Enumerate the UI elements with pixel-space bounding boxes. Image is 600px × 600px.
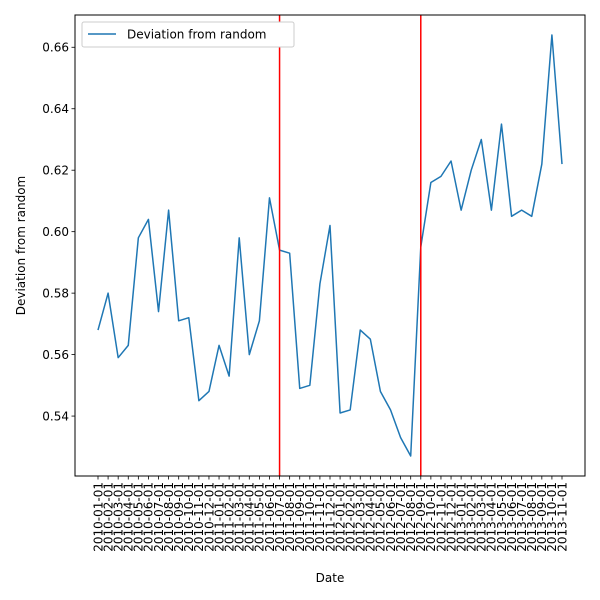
series-line-0 bbox=[97, 34, 563, 457]
x-tick-label: 2011-05-01 bbox=[253, 482, 267, 552]
x-tick-label: 2010-05-01 bbox=[132, 482, 146, 552]
x-tick-label: 2012-10-01 bbox=[424, 482, 438, 552]
x-tick-label: 2013-08-01 bbox=[525, 482, 539, 552]
x-tick-label: 2012-01-01 bbox=[333, 482, 347, 552]
x-tick-label: 2012-08-01 bbox=[404, 482, 418, 552]
x-tick-label: 2011-01-01 bbox=[212, 482, 226, 552]
legend-box bbox=[81, 21, 295, 48]
x-tick-label: 2010-06-01 bbox=[142, 482, 156, 552]
x-tick-label: 2013-05-01 bbox=[495, 482, 509, 552]
x-tick-label: 2011-09-01 bbox=[293, 482, 307, 552]
x-tick-label: 2011-07-01 bbox=[273, 482, 287, 552]
x-tick-label: 2012-09-01 bbox=[414, 482, 428, 552]
x-tick-label: 2013-01-01 bbox=[454, 482, 468, 552]
x-tick-label: 2012-03-01 bbox=[354, 482, 368, 552]
x-tick-label: 2011-03-01 bbox=[233, 482, 247, 552]
x-tick-label: 2010-01-01 bbox=[91, 482, 105, 552]
x-tick-label: 2013-06-01 bbox=[505, 482, 519, 552]
x-tick-label: 2010-08-01 bbox=[162, 482, 176, 552]
x-tick-label: 2013-04-01 bbox=[485, 482, 499, 552]
x-tick-label: 2011-02-01 bbox=[222, 482, 236, 552]
x-tick-label: 2012-06-01 bbox=[384, 482, 398, 552]
x-tick-label: 2012-12-01 bbox=[444, 482, 458, 552]
x-tick-label: 2013-02-01 bbox=[465, 482, 479, 552]
y-tick-label: 0.64 bbox=[42, 102, 69, 116]
x-tick-label: 2010-02-01 bbox=[101, 482, 115, 552]
y-tick-label: 0.66 bbox=[42, 41, 69, 55]
x-tick-label: 2011-08-01 bbox=[283, 482, 297, 552]
x-tick-label: 2013-09-01 bbox=[535, 482, 549, 552]
x-tick-label: 2010-10-01 bbox=[182, 482, 196, 552]
x-tick-label: 2011-06-01 bbox=[263, 482, 277, 552]
x-tick-label: 2013-11-01 bbox=[555, 482, 569, 552]
x-tick-label: 2013-03-01 bbox=[475, 482, 489, 552]
x-tick-label: 2011-12-01 bbox=[323, 482, 337, 552]
y-axis-title: Deviation from random bbox=[14, 176, 28, 316]
x-tick-label: 2012-02-01 bbox=[343, 482, 357, 552]
x-tick-label: 2013-07-01 bbox=[515, 482, 529, 552]
x-tick-label: 2010-04-01 bbox=[122, 482, 136, 552]
y-tick-label: 0.58 bbox=[42, 286, 69, 300]
legend-label: Deviation from random bbox=[127, 28, 267, 42]
x-tick-label: 2012-07-01 bbox=[394, 482, 408, 552]
y-tick-label: 0.56 bbox=[42, 348, 69, 362]
x-tick-label: 2011-11-01 bbox=[313, 482, 327, 552]
y-tick-label: 0.54 bbox=[42, 409, 69, 423]
x-tick-label: 2011-04-01 bbox=[243, 482, 257, 552]
x-tick-label: 2012-11-01 bbox=[434, 482, 448, 552]
x-tick-label: 2011-10-01 bbox=[303, 482, 317, 552]
legend: Deviation from random bbox=[81, 21, 295, 48]
x-tick-label: 2012-04-01 bbox=[364, 482, 378, 552]
x-tick-label: 2010-11-01 bbox=[192, 482, 206, 552]
y-tick-label: 0.60 bbox=[42, 225, 69, 239]
y-tick-label: 0.62 bbox=[42, 164, 69, 178]
x-tick-label: 2010-09-01 bbox=[172, 482, 186, 552]
x-tick-label: 2010-03-01 bbox=[111, 482, 125, 552]
x-tick-label: 2013-10-01 bbox=[545, 482, 559, 552]
x-axis-title: Date bbox=[316, 571, 345, 585]
x-tick-label: 2010-07-01 bbox=[152, 482, 166, 552]
x-tick-label: 2010-12-01 bbox=[202, 482, 216, 552]
x-tick-label: 2012-05-01 bbox=[374, 482, 388, 552]
